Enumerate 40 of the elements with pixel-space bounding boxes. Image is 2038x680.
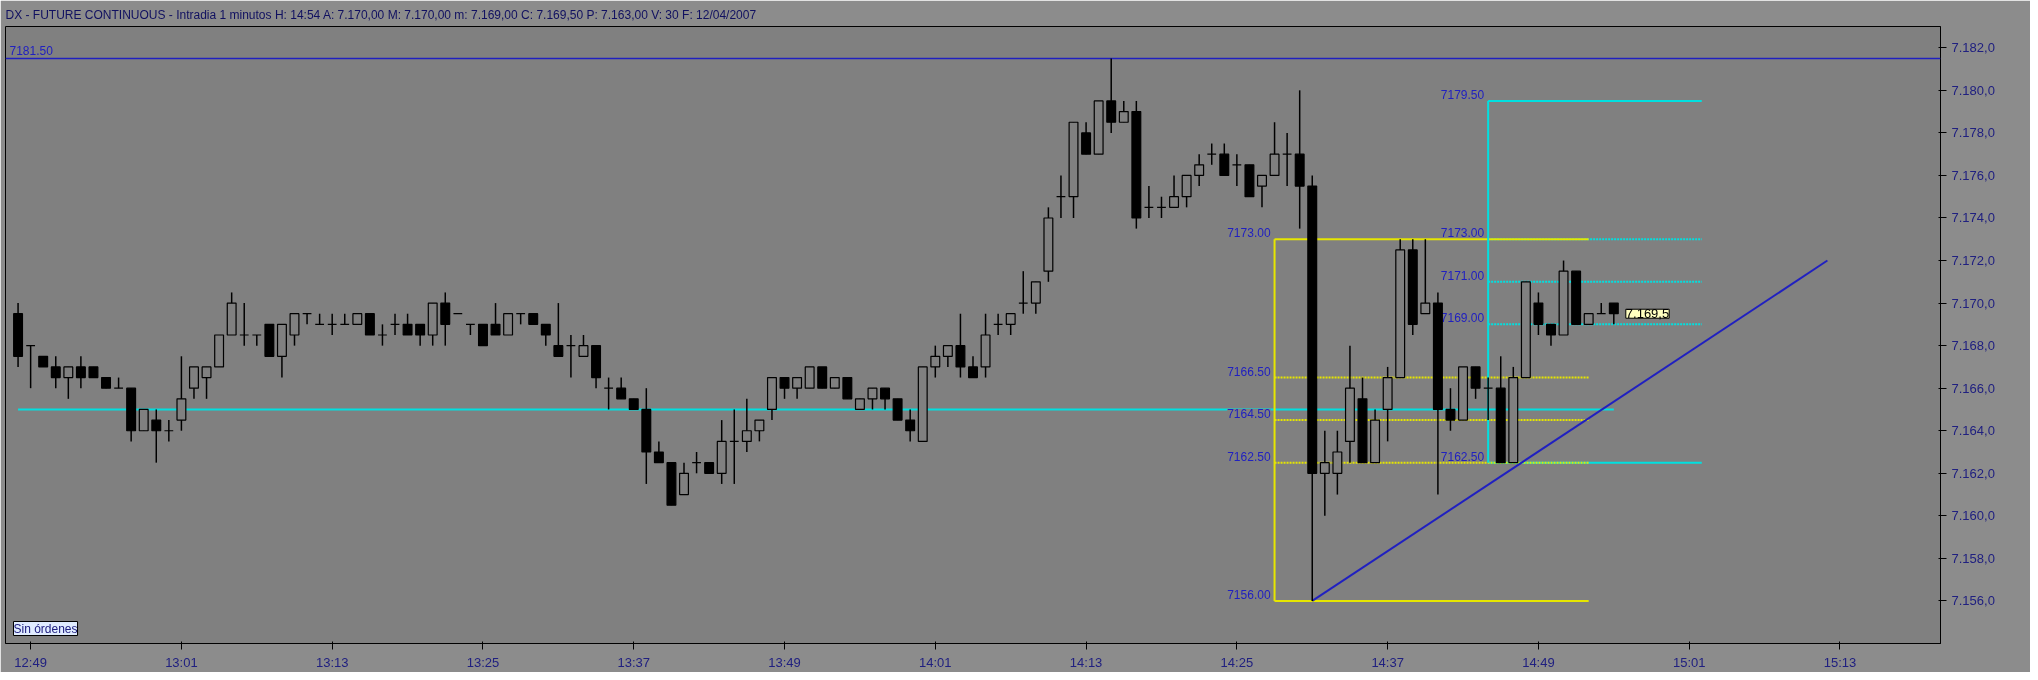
series-label: 7156.00 [1227, 587, 1271, 602]
y-tick-label: 7.172,0 [1951, 253, 1995, 269]
x-tick-label: 13:25 [466, 654, 500, 670]
x-tick-label: 15:01 [1672, 654, 1706, 670]
x-tick-label: 14:37 [1371, 654, 1404, 670]
annotation: Sin órdenes [13, 621, 78, 636]
series-label: 7179.50 [1440, 87, 1485, 102]
x-tick-label: 14:49 [1522, 654, 1555, 670]
series-label: 7173.00 [1227, 226, 1271, 241]
y-tick-label: 7.156,0 [1951, 593, 1995, 609]
y-tick-label: 7.166,0 [1951, 380, 1995, 396]
x-tick-label: 12:49 [14, 654, 47, 670]
series-label: 7164.50 [1227, 407, 1271, 422]
x-tick-label: 14:01 [919, 654, 952, 670]
x-tick-label: 14:25 [1220, 654, 1254, 670]
x-tick-label: 13:13 [315, 654, 349, 670]
y-tick-label: 7.168,0 [1951, 338, 1995, 354]
y-tick-label: 7.176,0 [1951, 167, 1995, 183]
series-label: 7171.00 [1440, 268, 1485, 283]
series-label: 7162.50 [1227, 449, 1271, 464]
y-tick-label: 7.158,0 [1951, 550, 1995, 566]
series-label: 7173.00 [1440, 226, 1485, 241]
series-label: 7162.50 [1440, 449, 1485, 464]
ref-line-label: 7181.50 [9, 44, 54, 59]
series-label: 7166.50 [1227, 364, 1271, 379]
x-tick-label: 13:49 [768, 654, 801, 670]
y-tick-label: 7.160,0 [1951, 508, 1995, 524]
y-tick-label: 7.162,0 [1951, 465, 1995, 481]
x-tick-label: 15:13 [1823, 654, 1857, 670]
y-tick-label: 7.170,0 [1951, 295, 1995, 311]
x-tick-label: 13:01 [165, 654, 198, 670]
chart-title: DX - FUTURE CONTINUOUS - Intradia 1 minutos H: 14:54 A: 7.170,00 M: 7.170,00 m: 7.169,00 C: 7.169,50 P: 7.163,00 V: 30 F: 12/04/2007 [5, 7, 757, 22]
x-tick-label: 14:13 [1069, 654, 1103, 670]
y-tick-label: 7.178,0 [1951, 125, 1995, 141]
annotation: 7.169,5 [1625, 306, 1670, 322]
y-tick-label: 7.164,0 [1951, 423, 1995, 439]
y-tick-label: 7.182,0 [1951, 40, 1995, 56]
x-tick-label: 13:37 [617, 654, 651, 670]
y-tick-label: 7.174,0 [1951, 210, 1995, 226]
y-tick-label: 7.180,0 [1951, 82, 1995, 98]
